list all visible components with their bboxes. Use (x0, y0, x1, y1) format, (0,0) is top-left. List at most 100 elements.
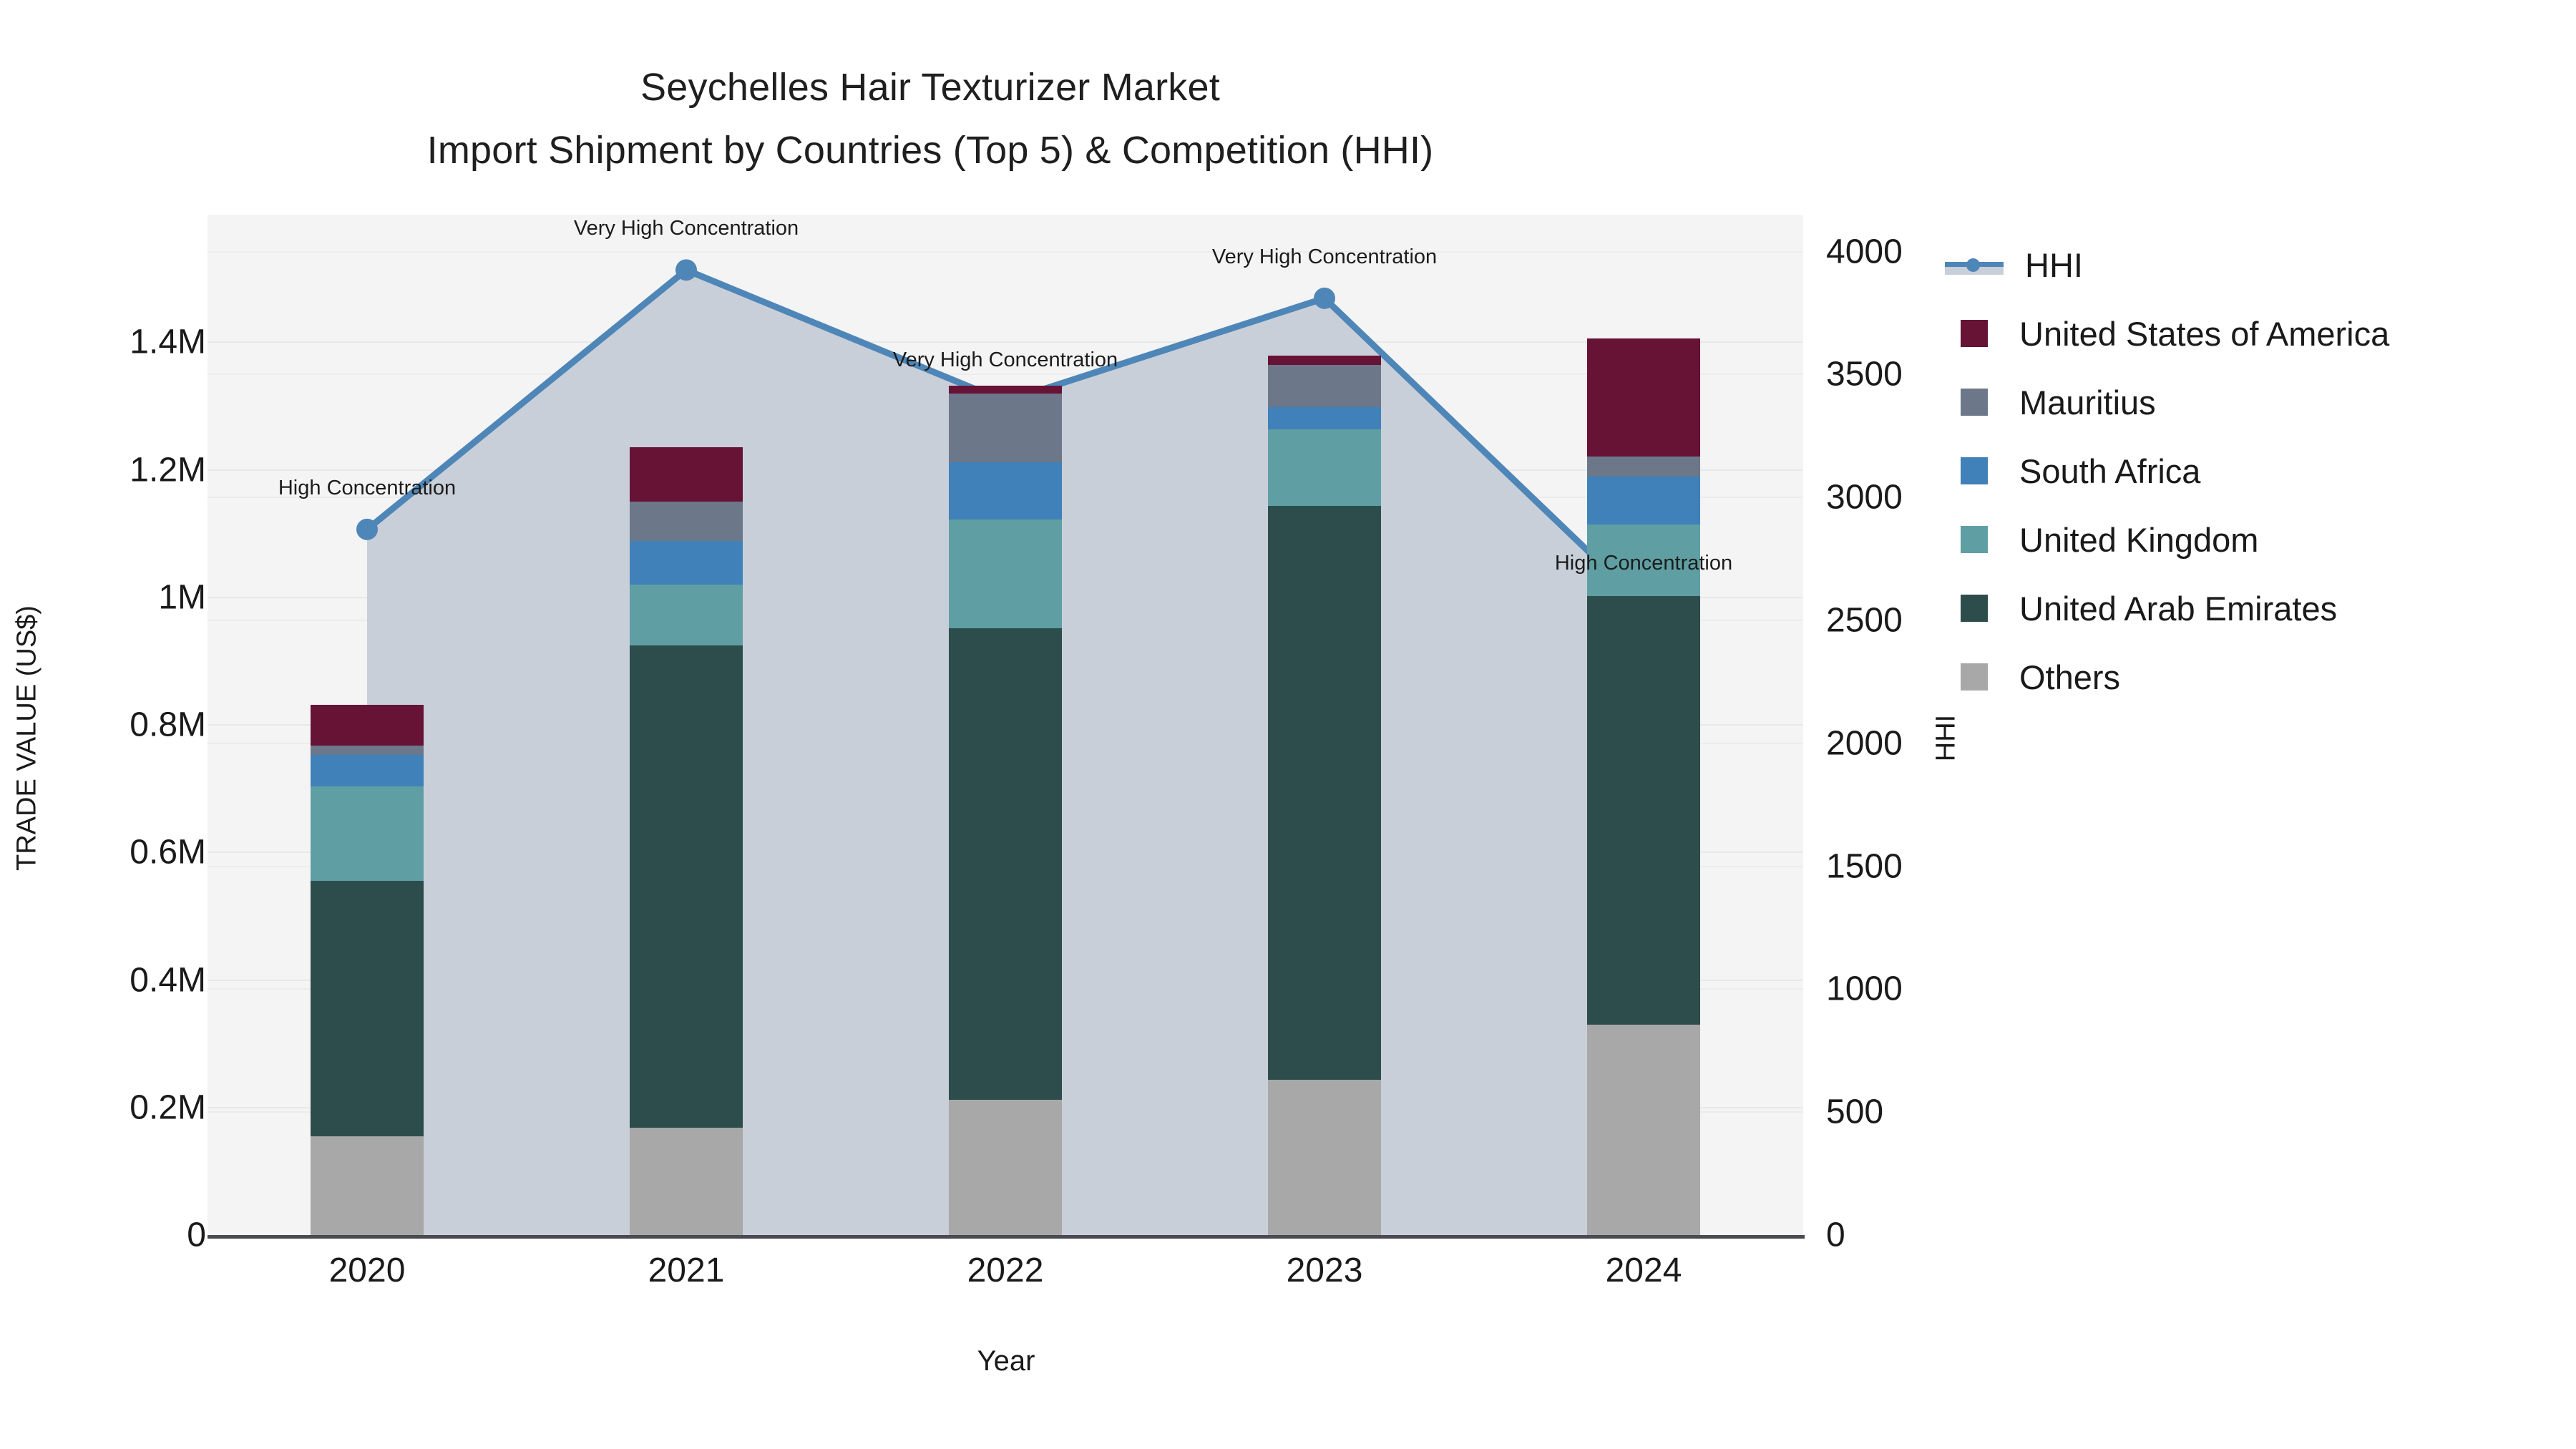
y-tick-left-label: 0.6M (130, 833, 206, 872)
bar-segment[interactable] (311, 746, 424, 755)
y-tick-left-label: 0.4M (130, 961, 206, 999)
x-tick-label: 2022 (967, 1252, 1044, 1289)
bar-segment[interactable] (311, 881, 424, 1136)
bar-segment[interactable] (311, 786, 424, 882)
legend-item-label: Others (2019, 658, 2121, 696)
bar-segment[interactable] (949, 393, 1062, 462)
y-axis-right-label: HHI (1931, 714, 1961, 762)
bar-group-2020[interactable] (311, 704, 424, 1235)
gridline-left (208, 341, 1803, 343)
hhi-data-point[interactable] (356, 518, 378, 540)
y-tick-right-label: 500 (1826, 1093, 1884, 1131)
legend-item-label: HHI (2025, 245, 2083, 284)
bar-segment[interactable] (1587, 595, 1700, 1025)
bar-group-2022[interactable] (949, 385, 1062, 1235)
bar-segment[interactable] (630, 1128, 743, 1235)
bar-segment[interactable] (630, 541, 743, 585)
plot-area: High Concentration Very High Concentratio… (208, 215, 1803, 1236)
bar-segment[interactable] (949, 628, 1062, 1101)
y-tick-left-label: 1M (158, 578, 206, 617)
bar-segment[interactable] (1587, 477, 1700, 525)
y-tick-right-label: 0 (1826, 1216, 1845, 1254)
legend-item[interactable]: HHI (1945, 230, 2562, 299)
bar-segment[interactable] (630, 584, 743, 645)
y-tick-right-label: 2000 (1826, 724, 1903, 763)
bar-segment[interactable] (311, 1136, 424, 1235)
legend-item-label: United Arab Emirates (2019, 589, 2338, 628)
bar-segment[interactable] (949, 385, 1062, 394)
hhi-annotation: Very High Concentration (573, 217, 799, 240)
legend-color-swatch (1961, 663, 1988, 691)
legend-line-marker (1966, 258, 1980, 272)
legend-item[interactable]: Others (1961, 643, 2562, 711)
bar-segment[interactable] (1268, 1080, 1381, 1235)
bar-segment[interactable] (1268, 365, 1381, 408)
y-tick-right-label: 3500 (1826, 355, 1903, 394)
bar-segment[interactable] (949, 1100, 1062, 1235)
y-tick-right-label: 1000 (1826, 970, 1903, 1008)
chart-title-block: Seychelles Hair Texturizer Market Import… (0, 56, 1860, 182)
x-axis-line (208, 1235, 1805, 1239)
hhi-annotation: Very High Concentration (1211, 245, 1438, 268)
x-tick-label: 2023 (1286, 1252, 1363, 1289)
legend-item-label: South Africa (2019, 452, 2201, 490)
legend-item-label: United States of America (2019, 314, 2390, 353)
y-tick-right-label: 4000 (1826, 233, 1903, 271)
bar-segment[interactable] (1268, 429, 1381, 507)
bar-segment[interactable] (1587, 1024, 1700, 1235)
x-axis-label: Year (977, 1345, 1035, 1377)
y-tick-right-label: 3000 (1826, 478, 1903, 517)
bar-segment[interactable] (949, 519, 1062, 628)
bar-segment[interactable] (630, 502, 743, 542)
legend-color-swatch (1961, 595, 1988, 622)
bar-segment[interactable] (1587, 525, 1700, 596)
bar-segment[interactable] (630, 447, 743, 502)
legend-color-swatch (1961, 320, 1988, 347)
gridline-right (208, 250, 1803, 253)
gridline-right (208, 374, 1803, 376)
bar-segment[interactable] (1587, 456, 1700, 477)
hhi-annotation: Very High Concentration (892, 348, 1118, 372)
bar-segment[interactable] (1587, 338, 1700, 457)
chart-legend: HHI United States of America Mauritius Sout… (1945, 230, 2562, 711)
y-axis-left-label: TRADE VALUE (US$) (11, 605, 42, 871)
bar-segment[interactable] (1268, 506, 1381, 1080)
bar-segment[interactable] (1268, 356, 1381, 366)
legend-item-label: United Kingdom (2019, 520, 2259, 559)
hhi-data-point[interactable] (675, 259, 697, 281)
bar-segment[interactable] (949, 462, 1062, 520)
legend-line-icon (1945, 251, 2004, 278)
hhi-annotation: High Concentration (1554, 551, 1733, 575)
hhi-data-point[interactable] (1314, 287, 1335, 309)
x-tick-label: 2020 (328, 1252, 406, 1289)
y-tick-left-label: 0 (187, 1216, 206, 1254)
y-tick-left-label: 1.4M (130, 323, 206, 361)
y-tick-left-label: 0.8M (130, 706, 206, 744)
y-tick-left-label: 1.2M (130, 451, 206, 489)
y-tick-right-label: 2500 (1826, 601, 1903, 640)
hhi-annotation: High Concentration (278, 476, 457, 499)
y-tick-left-label: 0.2M (130, 1088, 206, 1127)
legend-item-label: Mauritius (2019, 383, 2156, 421)
bar-segment[interactable] (630, 645, 743, 1128)
bar-segment[interactable] (1268, 407, 1381, 430)
legend-item[interactable]: United Kingdom (1961, 505, 2562, 574)
bar-group-2024[interactable] (1587, 338, 1700, 1235)
y-tick-right-label: 1500 (1826, 847, 1903, 886)
legend-item[interactable]: United States of America (1961, 299, 2562, 368)
bar-segment[interactable] (311, 704, 424, 746)
legend-color-swatch (1961, 389, 1988, 416)
bar-group-2021[interactable] (630, 447, 743, 1235)
page-title: Seychelles Hair Texturizer Market (640, 66, 1220, 109)
bar-group-2023[interactable] (1268, 356, 1381, 1235)
legend-item[interactable]: South Africa (1961, 436, 2562, 505)
bar-segment[interactable] (311, 754, 424, 787)
legend-item[interactable]: United Arab Emirates (1961, 574, 2562, 643)
legend-item[interactable]: Mauritius (1961, 368, 2562, 436)
x-tick-label: 2021 (648, 1252, 725, 1289)
chart-subtitle: Import Shipment by Countries (Top 5) & C… (426, 129, 1434, 172)
legend-color-swatch (1961, 526, 1988, 553)
legend-color-swatch (1961, 457, 1988, 484)
x-tick-label: 2024 (1605, 1252, 1682, 1289)
